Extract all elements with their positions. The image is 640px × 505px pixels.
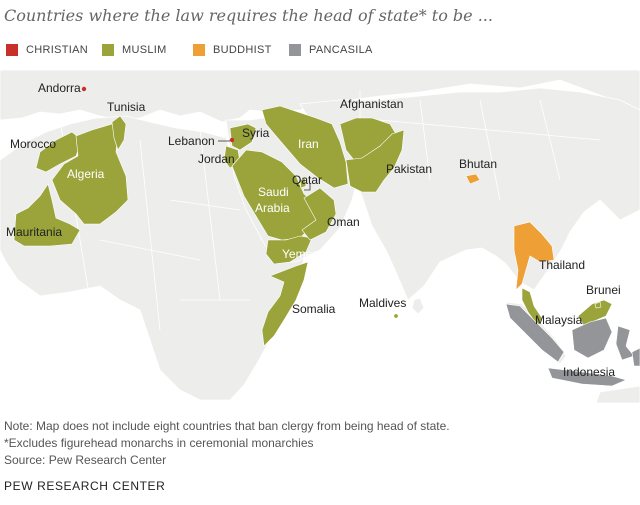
muslim-countries [13,105,613,347]
label-afghanistan: Afghanistan [340,97,403,111]
label-algeria: Algeria [67,167,105,181]
label-morocco: Morocco [10,137,56,151]
label-oman: Oman [327,215,360,229]
label-qatar: Qatar [292,173,322,187]
footnote-line: *Excludes figurehead monarchs in ceremon… [4,436,314,450]
note-line: Note: Map does not include eight countri… [4,419,450,433]
country-qatar [299,177,307,189]
label-malaysia: Malaysia [535,313,583,327]
label-somalia: Somalia [292,302,336,316]
label-yemen: Yemen [282,247,319,261]
christian-countries [81,86,235,143]
label-lebanon: Lebanon [168,134,215,148]
label-saudi-2: Arabia [255,201,290,215]
leader-qatar [304,184,311,191]
label-maldives: Maldives [359,296,406,310]
country-malaysia [521,287,543,327]
legend-item-christian: CHRISTIAN [6,44,88,56]
map-labels: Andorra Tunisia Morocco Algeria Mauritan… [6,81,621,379]
country-iran [261,105,349,189]
leader-lines [218,140,311,191]
legend-label-buddhist: BUDDHIST [213,44,272,56]
country-andorra [81,86,87,92]
label-pakistan: Pakistan [386,162,432,176]
country-morocco [35,131,83,173]
legend-label-muslim: MUSLIM [122,44,167,56]
country-tunisia [111,115,127,151]
label-bhutan: Bhutan [459,157,497,171]
brand-logo: PEW RESEARCH CENTER [4,479,166,493]
label-syria: Syria [242,126,270,140]
legend-item-pancasila: PANCASILA [289,44,373,56]
buddhist-countries [465,173,555,291]
land-australia-tip [595,385,640,403]
country-indonesia-sulawesi [615,325,635,361]
country-somalia [261,261,309,347]
label-iran: Iran [298,137,319,151]
country-lebanon [229,137,235,143]
country-pakistan [345,129,405,193]
legend-swatch-buddhist [193,44,205,56]
pancasila-countries [505,303,640,387]
source-line: Source: Pew Research Center [4,453,167,467]
country-oman [301,187,337,241]
legend-item-muslim: MUSLIM [102,44,167,56]
legend-label-christian: CHRISTIAN [26,44,88,56]
land-europe [0,69,640,123]
country-mauritania [13,183,81,247]
country-indonesia-sumatra [505,303,565,363]
country-thailand [513,221,555,291]
land-sri-lanka [411,297,425,315]
legend-swatch-pancasila [289,44,301,56]
country-indonesia-java [547,367,627,387]
country-indonesia-papua [631,347,640,367]
label-indonesia: Indonesia [563,365,615,379]
legend-label-pancasila: PANCASILA [309,44,373,56]
label-jordan: Jordan [198,152,235,166]
label-brunei: Brunei [586,283,621,297]
country-maldives [393,313,399,319]
country-indonesia-borneo [571,317,613,359]
legend-swatch-christian [6,44,18,56]
legend-swatch-muslim [102,44,114,56]
label-mauritania: Mauritania [6,225,62,239]
label-thailand: Thailand [539,258,585,272]
label-andorra: Andorra [38,81,81,95]
label-tunisia: Tunisia [107,100,146,114]
country-bhutan [465,173,481,185]
world-map: Andorra Tunisia Morocco Algeria Mauritan… [0,69,640,403]
country-brunei [594,301,602,309]
footnotes: Note: Map does not include eight countri… [4,418,450,469]
country-yemen [265,235,313,265]
label-saudi-1: Saudi [258,185,289,199]
country-syria [229,123,257,151]
chart-title: Countries where the law requires the hea… [4,6,493,25]
legend-item-buddhist: BUDDHIST [193,44,272,56]
